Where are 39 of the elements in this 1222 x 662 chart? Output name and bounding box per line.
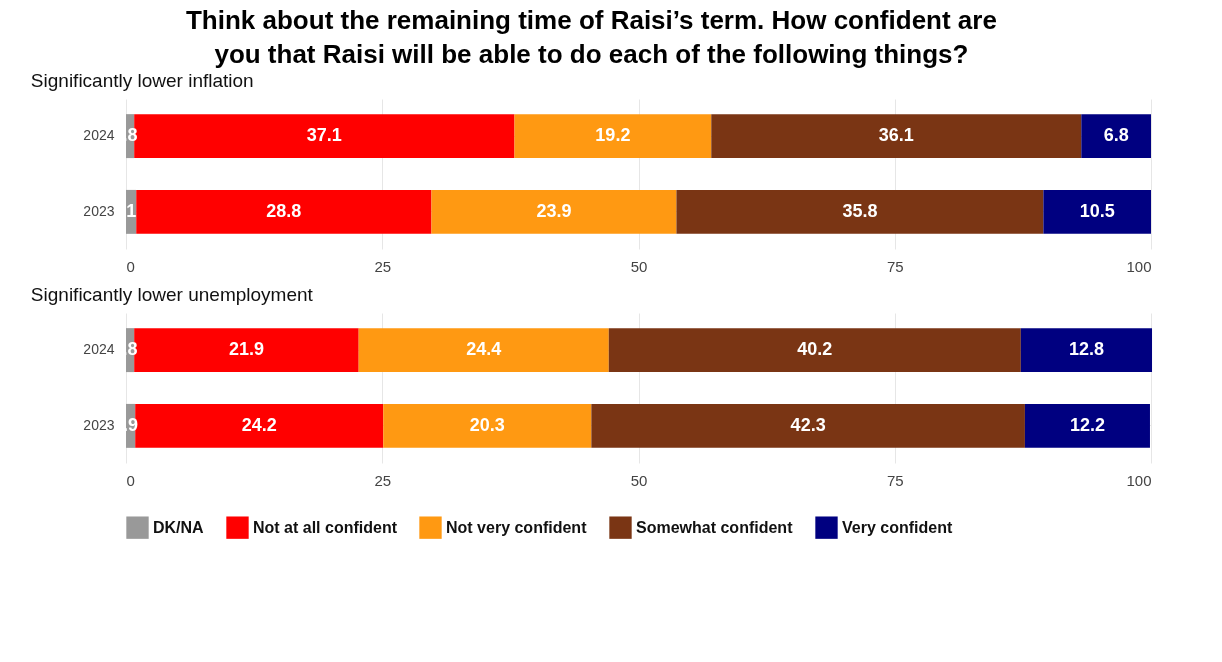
x-tick-label: 25 [374,471,392,489]
data-label: 10.5 [1079,200,1115,221]
data-label: 24.4 [466,339,502,360]
data-label: 37.1 [306,125,342,146]
chart-title: Think about the remaining time of Raisi’s term. How confident are you that Raisi will be able to do each of the following things? [185,5,997,69]
data-label: 21.9 [228,339,264,360]
legend-label: Very confident [842,518,953,536]
data-label: 28.8 [266,200,302,221]
x-tick-label: 75 [886,471,904,489]
x-tick-label: 0 [126,257,135,275]
data-label: 35.8 [842,200,878,221]
x-tick-label: 50 [630,471,648,489]
chart-subtitle: Significantly lower inflation [30,70,254,91]
data-label: 12.2 [1069,414,1105,435]
x-tick-label: 25 [374,257,392,275]
y-tick-label: 2023 [83,202,115,219]
data-label: 23.9 [536,200,572,221]
data-label: 24.2 [241,414,277,435]
y-tick-label: 2023 [83,416,115,433]
data-label: 40.2 [797,339,833,360]
y-tick-label: 2024 [83,341,115,358]
data-label: 12.8 [1068,339,1104,360]
data-label: 19.2 [595,125,631,146]
legend-label: Somewhat confident [636,518,794,536]
data-label: 20.3 [469,414,505,435]
x-tick-label: 100 [1126,471,1152,489]
x-tick-label: 50 [630,257,648,275]
data-label: 42.3 [790,414,826,435]
x-tick-label: 0 [126,471,135,489]
chart-subtitle: Significantly lower unemployment [30,284,314,305]
data-label: 1 [126,200,137,221]
x-tick-label: 100 [1126,257,1152,275]
y-tick-label: 2024 [83,127,115,144]
data-label: 36.1 [878,125,914,146]
legend-label: Not very confident [446,518,588,536]
data-label: 6.8 [1103,125,1129,146]
legend-label: DK/NA [153,518,205,536]
x-tick-label: 75 [886,257,904,275]
legend-label: Not at all confident [253,518,398,536]
